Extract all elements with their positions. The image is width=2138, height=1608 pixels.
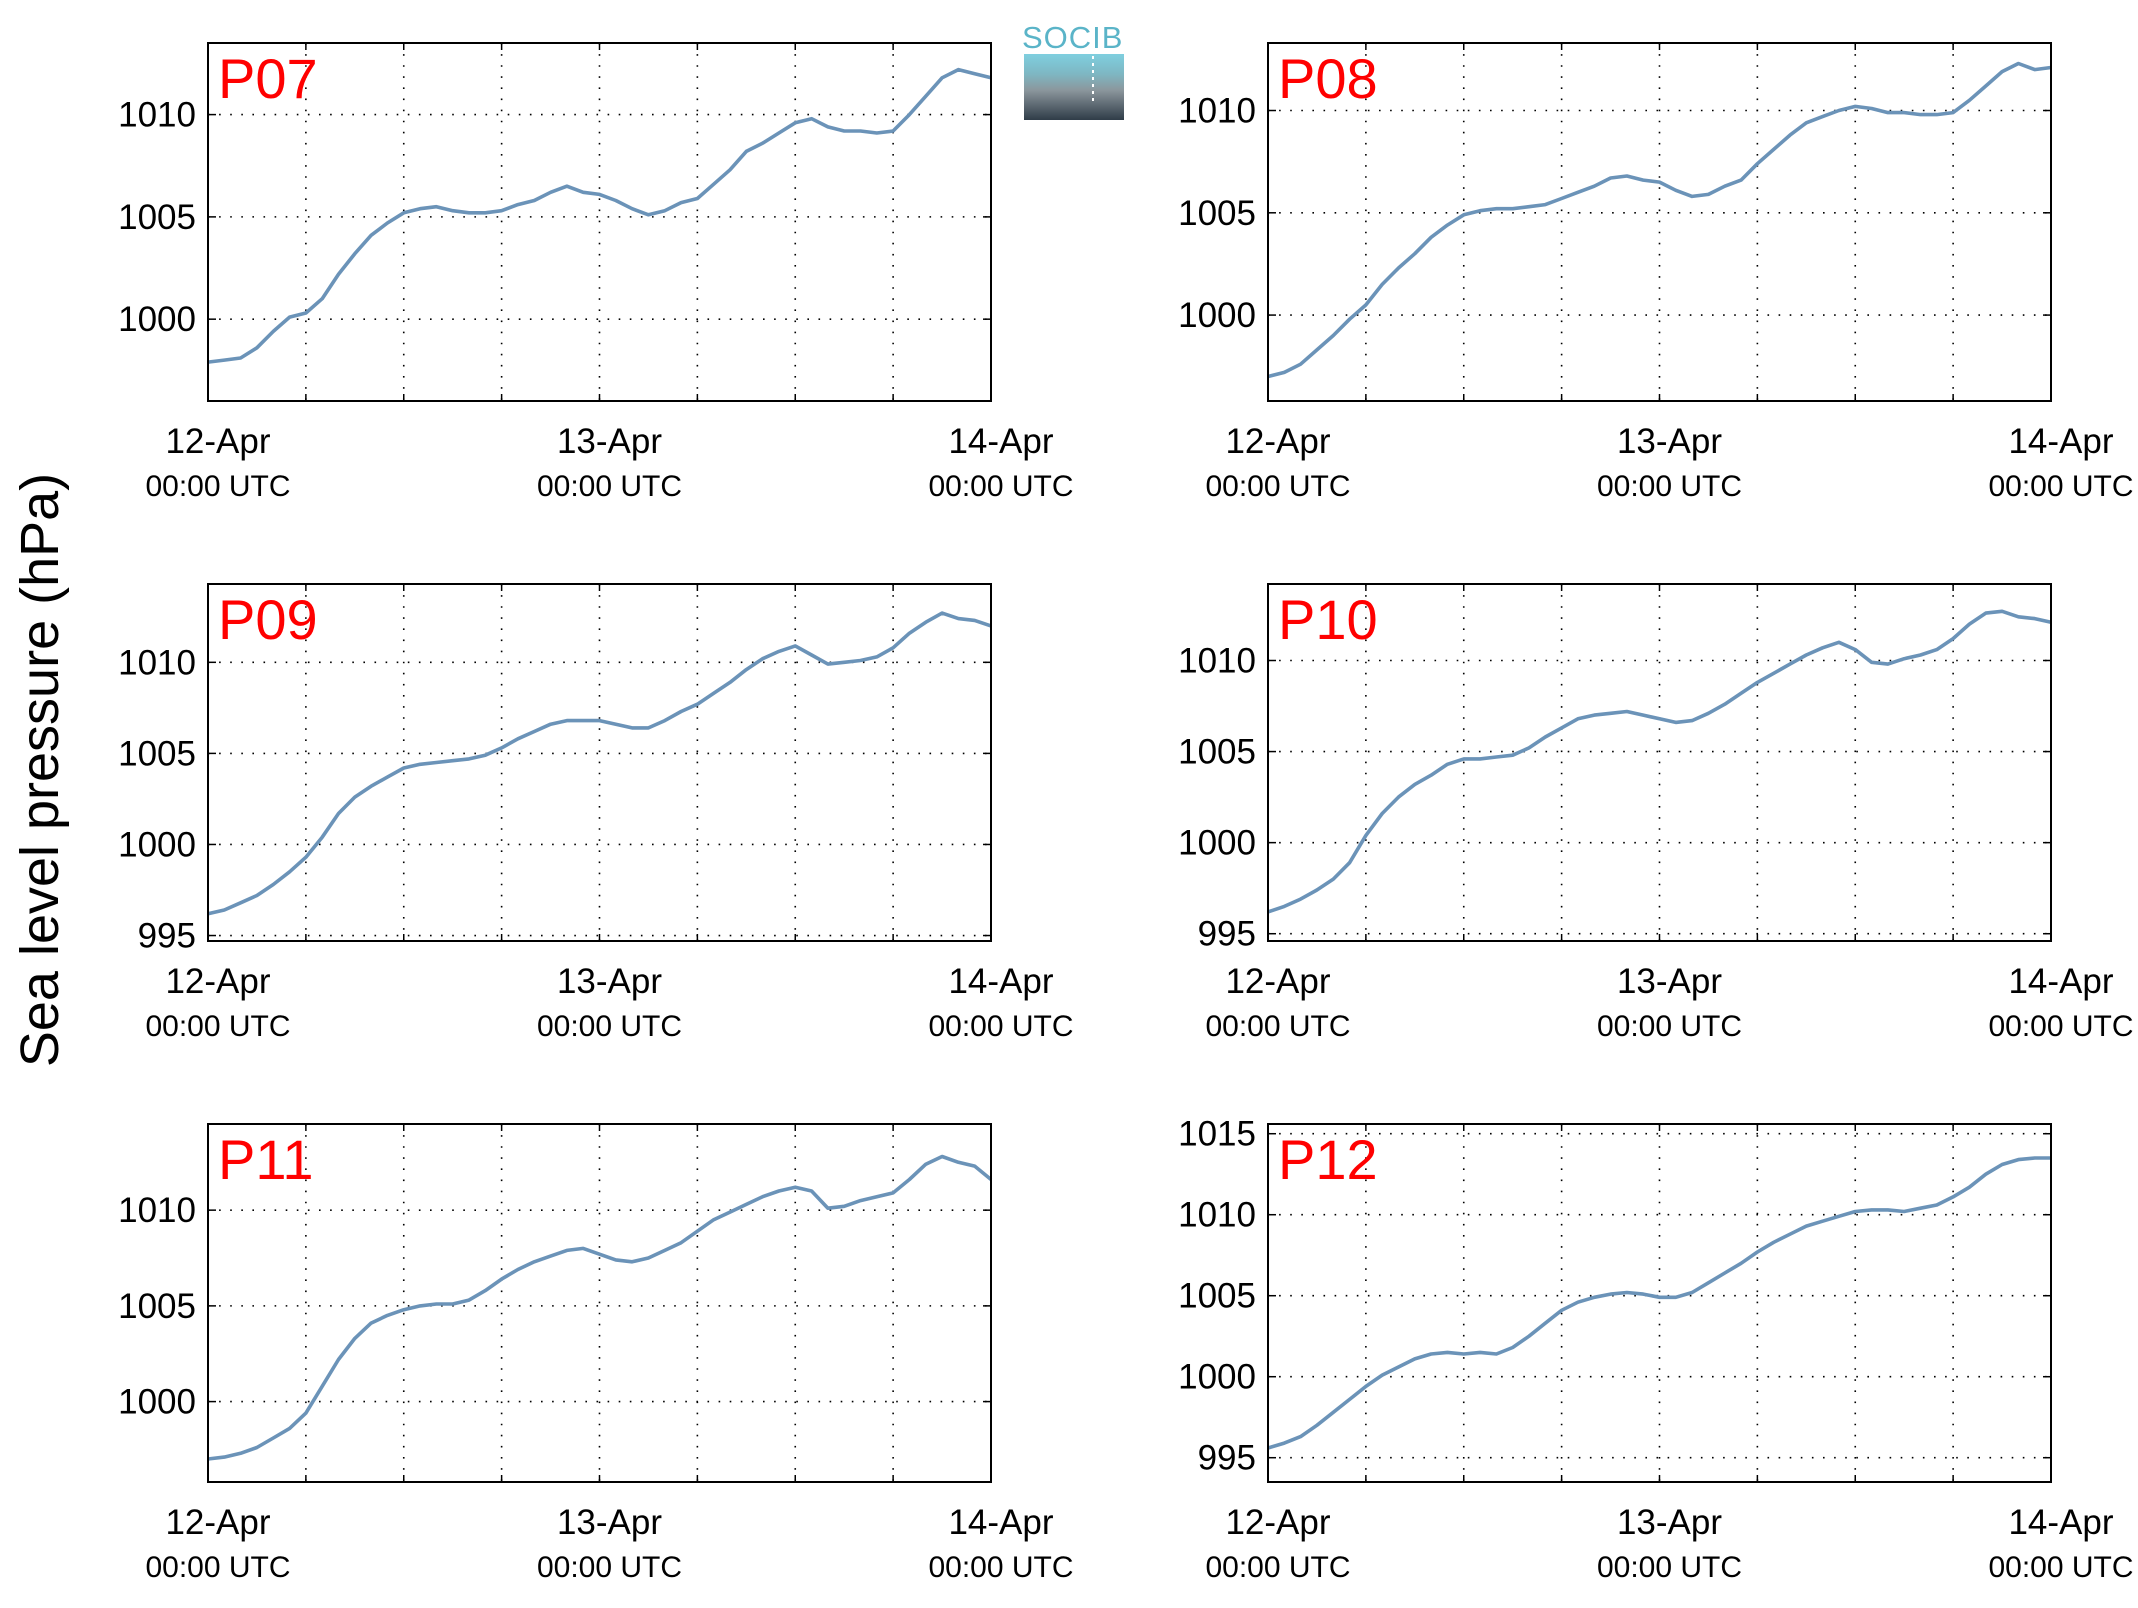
panel-p08: 1000 1005 1010 12-Apr 00:00 UTC 13-Apr 00:00 U…	[1178, 42, 2134, 503]
panel-title: P09	[218, 588, 318, 651]
y-tick-label: 1000	[118, 825, 196, 864]
y-tick-label: 1000	[118, 1383, 196, 1422]
x-tick-label: 13-Apr	[1617, 962, 1722, 1001]
y-tick-label: 1005	[1178, 733, 1256, 772]
series-line	[1267, 61, 2052, 379]
panel-title: P12	[1278, 1128, 1378, 1191]
y-tick-label: 1005	[118, 198, 196, 237]
axes-frame	[207, 583, 992, 942]
panel-title: P08	[1278, 47, 1378, 110]
y-tick-label: 1005	[118, 1287, 196, 1326]
x-tick-label: 13-Apr	[557, 1503, 662, 1542]
series-line	[207, 611, 992, 916]
axes-frame	[207, 42, 992, 402]
x-tick-sublabel: 00:00 UTC	[928, 1010, 1073, 1043]
x-tick-label: 13-Apr	[1617, 422, 1722, 461]
logo-block	[1024, 54, 1124, 120]
x-tick-sublabel: 00:00 UTC	[537, 1551, 682, 1584]
y-tick-label: 1000	[118, 300, 196, 339]
x-tick-label: 14-Apr	[2008, 422, 2113, 461]
y-tick-label: 1005	[118, 734, 196, 773]
series-line	[207, 67, 992, 364]
x-tick-label: 13-Apr	[1617, 1503, 1722, 1542]
panel-title: P07	[218, 47, 318, 110]
x-tick-sublabel: 00:00 UTC	[1988, 1010, 2133, 1043]
y-tick-label: 1010	[1178, 642, 1256, 681]
axes-frame	[207, 1123, 992, 1483]
panel-p12: 995 1000 1005 1010 1015 12-Apr 00:00 UTC 13-Apr…	[1178, 1115, 2133, 1584]
x-tick-sublabel: 00:00 UTC	[1988, 470, 2133, 503]
series-line	[207, 1154, 993, 1461]
socib-logo: SOCIB	[1022, 20, 1124, 120]
x-tick-label: 14-Apr	[948, 962, 1053, 1001]
y-tick-label: 1010	[1178, 92, 1256, 131]
x-tick-label: 12-Apr	[165, 962, 270, 1001]
x-tick-sublabel: 00:00 UTC	[928, 1551, 1073, 1584]
y-tick-label: 1005	[1178, 194, 1256, 233]
panels: 1000 1005 1010 12-Apr 00:00 UTC 13-Apr 00:00 U…	[118, 42, 2134, 1584]
x-tick-sublabel: 00:00 UTC	[928, 470, 1073, 503]
y-tick-label: 1005	[1178, 1277, 1256, 1316]
y-tick-label: 1000	[1178, 296, 1256, 335]
panel-p10: 995 1000 1005 1010 12-Apr 00:00 UTC 13-Apr 00:0…	[1178, 583, 2134, 1043]
x-tick-sublabel: 00:00 UTC	[145, 1551, 290, 1584]
x-tick-sublabel: 00:00 UTC	[1205, 470, 1350, 503]
y-tick-label: 995	[138, 917, 196, 956]
y-tick-label: 1000	[1178, 824, 1256, 863]
x-tick-label: 13-Apr	[557, 962, 662, 1001]
x-tick-sublabel: 00:00 UTC	[1597, 1010, 1742, 1043]
y-tick-label: 1000	[1178, 1358, 1256, 1397]
y-tick-label: 995	[1198, 1439, 1256, 1478]
panel-p11: 1000 1005 1010 12-Apr 00:00 UTC 13-Apr 00:00 U…	[118, 1123, 1074, 1584]
panel-p07: 1000 1005 1010 12-Apr 00:00 UTC 13-Apr 00:00 U…	[118, 42, 1074, 503]
x-tick-label: 12-Apr	[1225, 422, 1330, 461]
x-tick-label: 12-Apr	[165, 422, 270, 461]
x-tick-label: 14-Apr	[948, 1503, 1053, 1542]
x-tick-label: 12-Apr	[165, 1503, 270, 1542]
x-tick-label: 14-Apr	[948, 422, 1053, 461]
y-tick-label: 1010	[1178, 1196, 1256, 1235]
x-tick-label: 14-Apr	[2008, 1503, 2113, 1542]
x-tick-sublabel: 00:00 UTC	[537, 1010, 682, 1043]
x-tick-label: 13-Apr	[557, 422, 662, 461]
x-tick-sublabel: 00:00 UTC	[1205, 1551, 1350, 1584]
logo-text: SOCIB	[1022, 20, 1123, 55]
x-tick-label: 12-Apr	[1225, 962, 1330, 1001]
series-line	[1267, 609, 2052, 914]
panel-title: P10	[1278, 588, 1378, 651]
x-tick-label: 12-Apr	[1225, 1503, 1330, 1542]
y-tick-label: 995	[1198, 915, 1256, 954]
y-tick-label: 1010	[118, 1191, 196, 1230]
x-tick-sublabel: 00:00 UTC	[1988, 1551, 2133, 1584]
x-tick-sublabel: 00:00 UTC	[1597, 1551, 1742, 1584]
y-tick-label: 1010	[118, 96, 196, 135]
x-tick-sublabel: 00:00 UTC	[1205, 1010, 1350, 1043]
x-tick-sublabel: 00:00 UTC	[145, 1010, 290, 1043]
axes-frame	[1267, 42, 2052, 402]
y-tick-label: 1015	[1178, 1115, 1256, 1154]
x-tick-sublabel: 00:00 UTC	[145, 470, 290, 503]
y-axis-label: Sea level pressure (hPa)	[10, 473, 70, 1067]
panel-title: P11	[218, 1128, 313, 1191]
x-tick-sublabel: 00:00 UTC	[1597, 470, 1742, 503]
axes-frame	[1267, 583, 2052, 942]
panel-p09: 995 1000 1005 1010 12-Apr 00:00 UTC 13-Apr 00:0…	[118, 583, 1074, 1043]
axes-frame	[1267, 1123, 2052, 1483]
x-tick-sublabel: 00:00 UTC	[537, 470, 682, 503]
x-tick-label: 14-Apr	[2008, 962, 2113, 1001]
series-line	[1267, 1156, 2051, 1450]
y-tick-label: 1010	[118, 643, 196, 682]
